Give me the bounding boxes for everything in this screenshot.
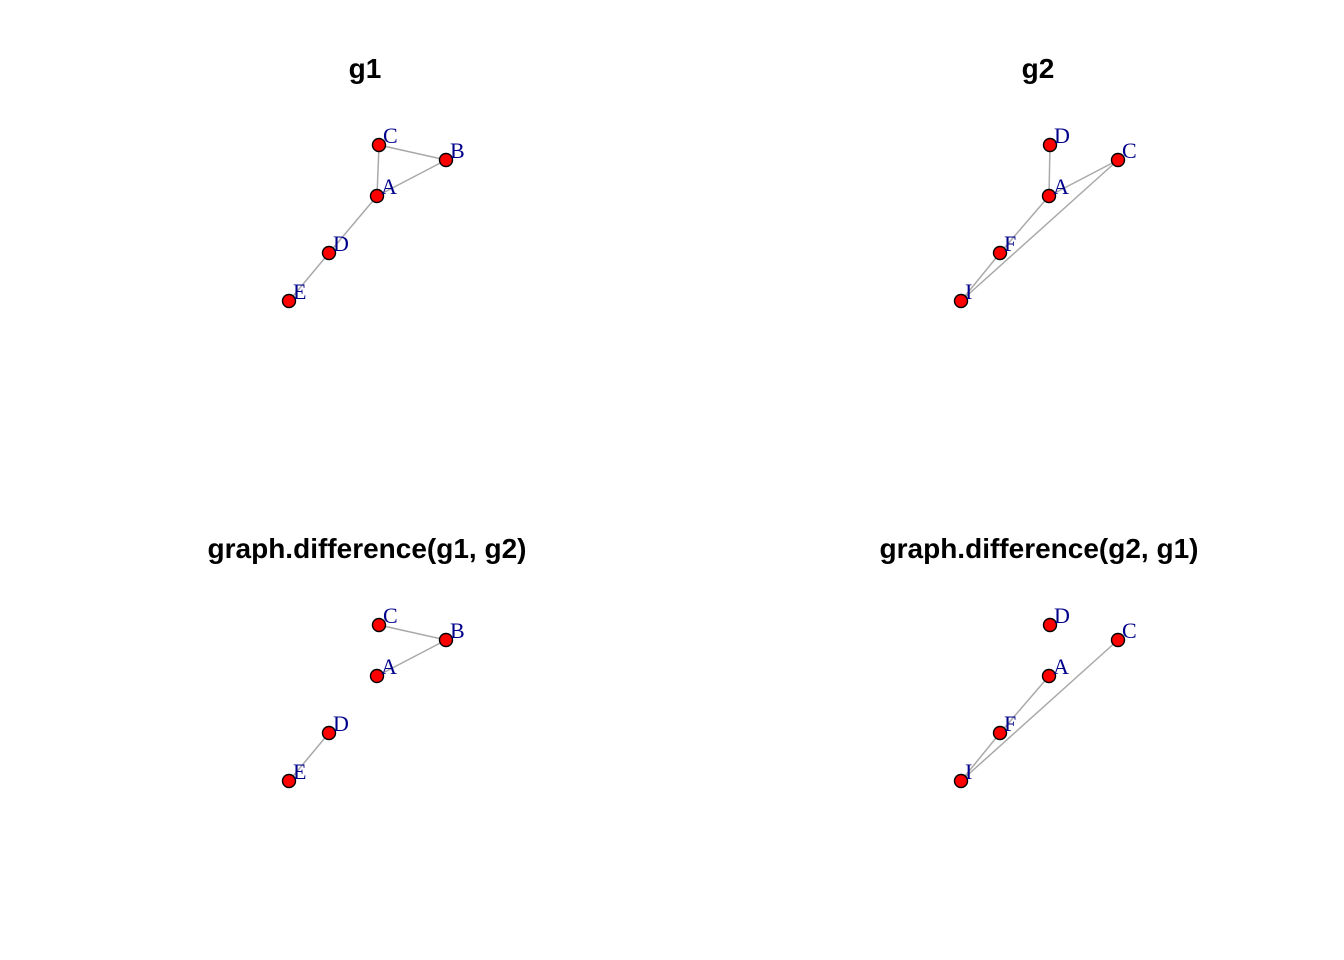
edge-f-i — [960, 732, 1001, 782]
vertex-label-a: A — [1053, 174, 1069, 199]
edge-a-f — [999, 195, 1050, 254]
vertex-a — [369, 188, 385, 204]
vertex-label-c: C — [1122, 138, 1137, 163]
panel-title: graph.difference(g1, g2) — [208, 533, 527, 564]
edge-d-e — [288, 732, 330, 782]
vertex-label-d: D — [1054, 603, 1070, 628]
edge-a-d — [1048, 144, 1051, 197]
vertex-label-i: I — [965, 279, 972, 304]
vertex-f — [992, 725, 1008, 741]
panel-g2: g2 A C D F I — [953, 53, 1137, 309]
panel-g1: g1 A B C D E — [281, 53, 465, 309]
vertex-label-d: D — [333, 231, 349, 256]
vertex-e — [281, 293, 297, 309]
vertex-label-a: A — [1053, 654, 1069, 679]
vertex-label-c: C — [1122, 618, 1137, 643]
panel-difference-g1-g2: graph.difference(g1, g2) A B C D E — [208, 533, 527, 789]
vertex-label-f: F — [1004, 711, 1016, 736]
vertex-e — [281, 773, 297, 789]
vertex-label-i: I — [965, 759, 972, 784]
panel-title: graph.difference(g2, g1) — [880, 533, 1199, 564]
vertex-label-b: B — [450, 138, 465, 163]
vertex-label-b: B — [450, 618, 465, 643]
vertex-label-d: D — [333, 711, 349, 736]
edge-a-f — [999, 675, 1050, 734]
vertex-a — [1041, 188, 1057, 204]
vertex-c — [1110, 632, 1126, 648]
edge-c-i — [960, 639, 1119, 782]
vertex-label-c: C — [383, 123, 398, 148]
vertex-label-e: E — [293, 279, 306, 304]
edge-a-d — [328, 195, 378, 254]
vertex-label-d: D — [1054, 123, 1070, 148]
vertex-label-e: E — [293, 759, 306, 784]
vertex-a — [369, 668, 385, 684]
edge-b-c — [378, 144, 447, 161]
vertex-i — [953, 773, 969, 789]
panel-title: g2 — [1022, 53, 1055, 84]
edge-a-b — [376, 159, 447, 197]
panel-title: g1 — [349, 53, 382, 84]
vertex-f — [992, 245, 1008, 261]
edge-a-b — [376, 639, 447, 677]
vertex-c — [1110, 152, 1126, 168]
edge-a-c — [1048, 159, 1119, 197]
edge-b-c — [378, 624, 447, 641]
vertex-a — [1041, 668, 1057, 684]
vertex-b — [438, 152, 454, 168]
edge-d-e — [288, 252, 330, 302]
vertex-label-f: F — [1004, 231, 1016, 256]
vertex-d — [1042, 137, 1058, 153]
vertex-b — [438, 632, 454, 648]
vertex-d — [321, 725, 337, 741]
vertex-label-a: A — [381, 174, 397, 199]
vertex-label-c: C — [383, 603, 398, 628]
vertex-c — [371, 617, 387, 633]
edge-f-i — [960, 252, 1001, 302]
vertex-i — [953, 293, 969, 309]
edge-c-i — [960, 159, 1119, 302]
vertex-d — [1042, 617, 1058, 633]
edge-a-c — [376, 144, 380, 197]
panel-difference-g2-g1: graph.difference(g2, g1) A C D F I — [880, 533, 1199, 789]
vertex-label-a: A — [381, 654, 397, 679]
vertex-c — [371, 137, 387, 153]
vertex-d — [321, 245, 337, 261]
